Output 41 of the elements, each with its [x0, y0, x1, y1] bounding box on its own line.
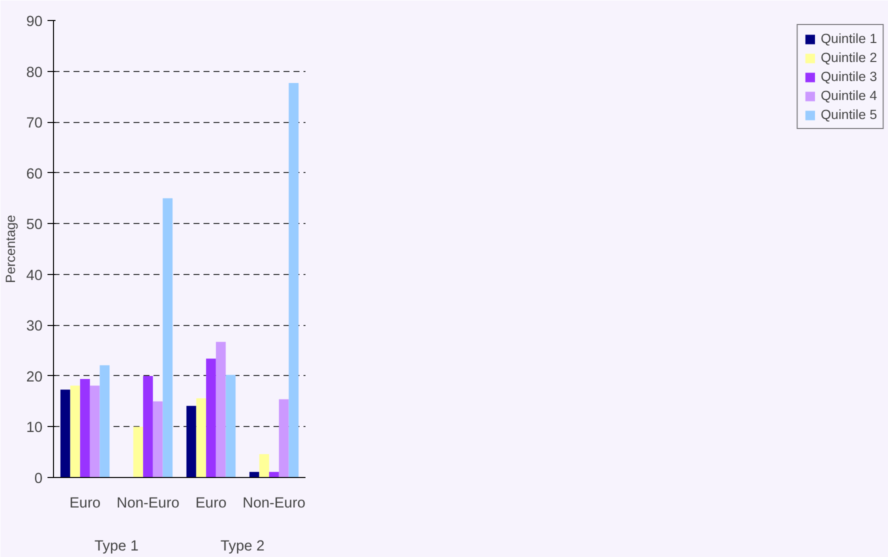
bar — [288, 82, 299, 478]
y-tick-label: 40 — [26, 268, 43, 284]
bar — [206, 358, 216, 478]
x-tick-label: Euro — [70, 496, 100, 512]
bar — [133, 426, 144, 478]
y-tick-label: 50 — [26, 217, 43, 234]
bar — [100, 365, 110, 478]
bar — [80, 378, 90, 478]
bar — [152, 401, 163, 478]
bar — [162, 198, 173, 478]
legend-label: Quintile 3 — [820, 69, 877, 84]
legend-label: Quintile 2 — [820, 50, 877, 65]
y-tick-label: 0 — [34, 471, 43, 487]
bar — [196, 398, 206, 478]
y-tick-label: 70 — [26, 116, 43, 132]
bar — [249, 472, 260, 478]
y-tick-label: 80 — [26, 64, 43, 81]
text: Type 1 — [94, 538, 138, 554]
text: Type 2 — [220, 538, 264, 554]
y-tick-label: 20 — [26, 369, 43, 386]
legend-label: Quintile 5 — [820, 107, 877, 122]
legend-label: Quintile 1 — [820, 31, 877, 46]
bar — [70, 386, 80, 478]
bar — [90, 386, 100, 478]
bar — [269, 472, 279, 478]
legend-label: Quintile 4 — [820, 88, 877, 103]
x-tick-label: Euro — [196, 496, 226, 512]
y-tick-label: 60 — [26, 166, 43, 182]
bar — [60, 390, 70, 478]
y-axis-title: Percentage — [3, 214, 18, 284]
y-tick-label: 90 — [26, 14, 43, 30]
y-tick-label: 30 — [26, 318, 43, 335]
bar — [278, 399, 289, 478]
bar — [259, 454, 270, 478]
y-tick-label: 10 — [26, 420, 43, 436]
bar — [143, 376, 153, 478]
bar — [226, 374, 236, 478]
bar — [216, 342, 226, 478]
bar — [186, 406, 196, 478]
x-tick-label: Non-Euro — [116, 496, 180, 512]
x-tick-label: Non-Euro — [242, 496, 306, 512]
